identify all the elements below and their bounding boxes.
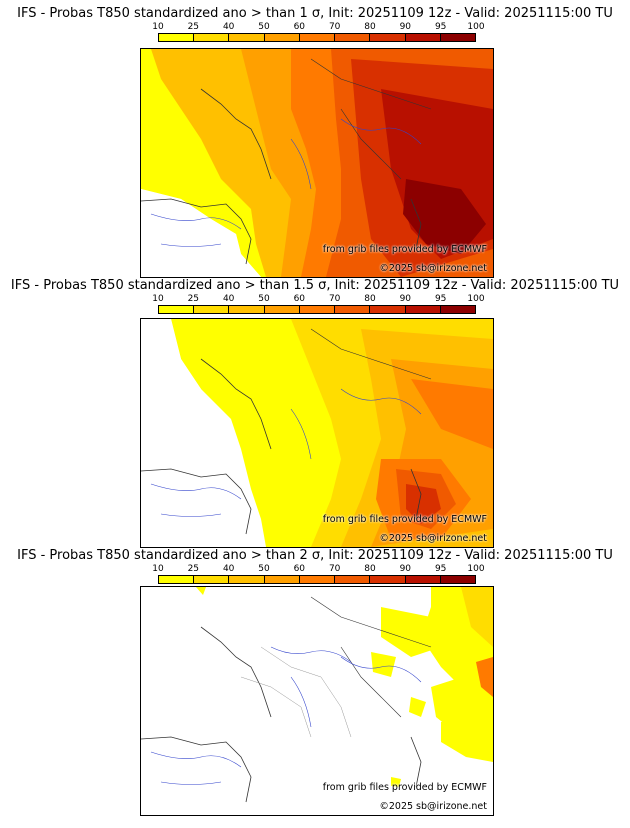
colorbar-label: 70 bbox=[328, 294, 341, 304]
source-credit: from grib files provided by ECMWF bbox=[322, 244, 487, 255]
colorbar-label: 90 bbox=[399, 564, 412, 574]
colorbar: 10 25 40 50 60 70 80 90 95 100 bbox=[152, 294, 485, 316]
panel-title: IFS - Probas T850 standardized ano > tha… bbox=[17, 6, 613, 21]
panel-title: IFS - Probas T850 standardized ano > tha… bbox=[17, 548, 613, 563]
colorbar-swatches bbox=[158, 33, 476, 42]
colorbar-swatch bbox=[299, 34, 336, 41]
colorbar-label: 100 bbox=[467, 294, 485, 304]
colorbar-label: 50 bbox=[258, 294, 270, 304]
colorbar-swatch bbox=[229, 34, 265, 41]
colorbar-label: 95 bbox=[434, 294, 447, 304]
colorbar-swatch bbox=[440, 34, 475, 41]
colorbar-label: 25 bbox=[187, 294, 200, 304]
colorbar-swatch bbox=[370, 34, 406, 41]
map-panel-1: IFS - Probas T850 standardized ano > tha… bbox=[0, 6, 630, 278]
colorbar-swatch bbox=[194, 576, 230, 583]
colorbar-label: 10 bbox=[152, 22, 164, 32]
colorbar-swatch bbox=[440, 306, 475, 313]
colorbar-label: 100 bbox=[467, 564, 485, 574]
colorbar-label: 60 bbox=[293, 294, 306, 304]
colorbar-label: 25 bbox=[187, 564, 200, 574]
colorbar-label: 10 bbox=[152, 294, 164, 304]
source-credit: from grib files provided by ECMWF bbox=[322, 782, 487, 793]
colorbar-label: 95 bbox=[434, 22, 447, 32]
colorbar-swatch bbox=[229, 306, 265, 313]
colorbar-label: 95 bbox=[434, 564, 447, 574]
copyright-credit: ©2025 sb@irizone.net bbox=[379, 263, 487, 274]
colorbar-swatch bbox=[335, 306, 371, 313]
colorbar-label: 100 bbox=[467, 22, 485, 32]
map-graphic bbox=[141, 319, 493, 547]
colorbar-swatch bbox=[159, 34, 195, 41]
colorbar-swatch bbox=[264, 34, 300, 41]
colorbar-label: 40 bbox=[222, 294, 235, 304]
colorbar-swatch bbox=[370, 576, 406, 583]
colorbar-swatch bbox=[405, 34, 441, 41]
colorbar-swatches bbox=[158, 575, 476, 584]
copyright-credit: ©2025 sb@irizone.net bbox=[379, 801, 487, 812]
probability-map: from grib files provided by ECMWF ©2025 … bbox=[140, 48, 494, 278]
source-credit: from grib files provided by ECMWF bbox=[322, 514, 487, 525]
map-panel-2: IFS - Probas T850 standardized ano > tha… bbox=[0, 278, 630, 548]
colorbar-label: 50 bbox=[258, 22, 270, 32]
colorbar-swatch bbox=[370, 306, 406, 313]
colorbar-label: 60 bbox=[293, 564, 306, 574]
probability-map: from grib files provided by ECMWF ©2025 … bbox=[140, 586, 494, 816]
colorbar-label: 60 bbox=[293, 22, 306, 32]
colorbar-swatch bbox=[405, 576, 441, 583]
colorbar-swatch bbox=[405, 306, 441, 313]
colorbar-label: 80 bbox=[364, 22, 376, 32]
copyright-credit: ©2025 sb@irizone.net bbox=[379, 533, 487, 544]
map-graphic bbox=[141, 587, 493, 815]
colorbar-swatch bbox=[335, 576, 371, 583]
colorbar: 10 25 40 50 60 70 80 90 95 100 bbox=[152, 22, 485, 44]
map-graphic bbox=[141, 49, 493, 277]
colorbar-swatch bbox=[335, 34, 371, 41]
map-panel-3: IFS - Probas T850 standardized ano > tha… bbox=[0, 548, 630, 818]
colorbar-swatch bbox=[159, 576, 195, 583]
colorbar-label: 70 bbox=[328, 564, 341, 574]
colorbar-label: 10 bbox=[152, 564, 164, 574]
colorbar-label: 40 bbox=[222, 22, 235, 32]
colorbar-swatch bbox=[299, 306, 336, 313]
panel-title: IFS - Probas T850 standardized ano > tha… bbox=[10, 278, 620, 293]
colorbar-label: 80 bbox=[364, 564, 376, 574]
colorbar-label: 50 bbox=[258, 564, 270, 574]
colorbar-swatch bbox=[194, 34, 230, 41]
colorbar-swatch bbox=[229, 576, 265, 583]
colorbar-swatch bbox=[159, 306, 195, 313]
colorbar-label: 70 bbox=[328, 22, 341, 32]
colorbar-label: 40 bbox=[222, 564, 235, 574]
colorbar-swatch bbox=[264, 306, 300, 313]
colorbar-swatch bbox=[264, 576, 300, 583]
probability-map: from grib files provided by ECMWF ©2025 … bbox=[140, 318, 494, 548]
colorbar-swatches bbox=[158, 305, 476, 314]
colorbar-label: 25 bbox=[187, 22, 200, 32]
colorbar-label: 90 bbox=[399, 22, 412, 32]
colorbar-label: 90 bbox=[399, 294, 412, 304]
colorbar: 10 25 40 50 60 70 80 90 95 100 bbox=[152, 564, 485, 586]
colorbar-swatch bbox=[440, 576, 475, 583]
colorbar-swatch bbox=[299, 576, 336, 583]
colorbar-swatch bbox=[194, 306, 230, 313]
colorbar-label: 80 bbox=[364, 294, 376, 304]
